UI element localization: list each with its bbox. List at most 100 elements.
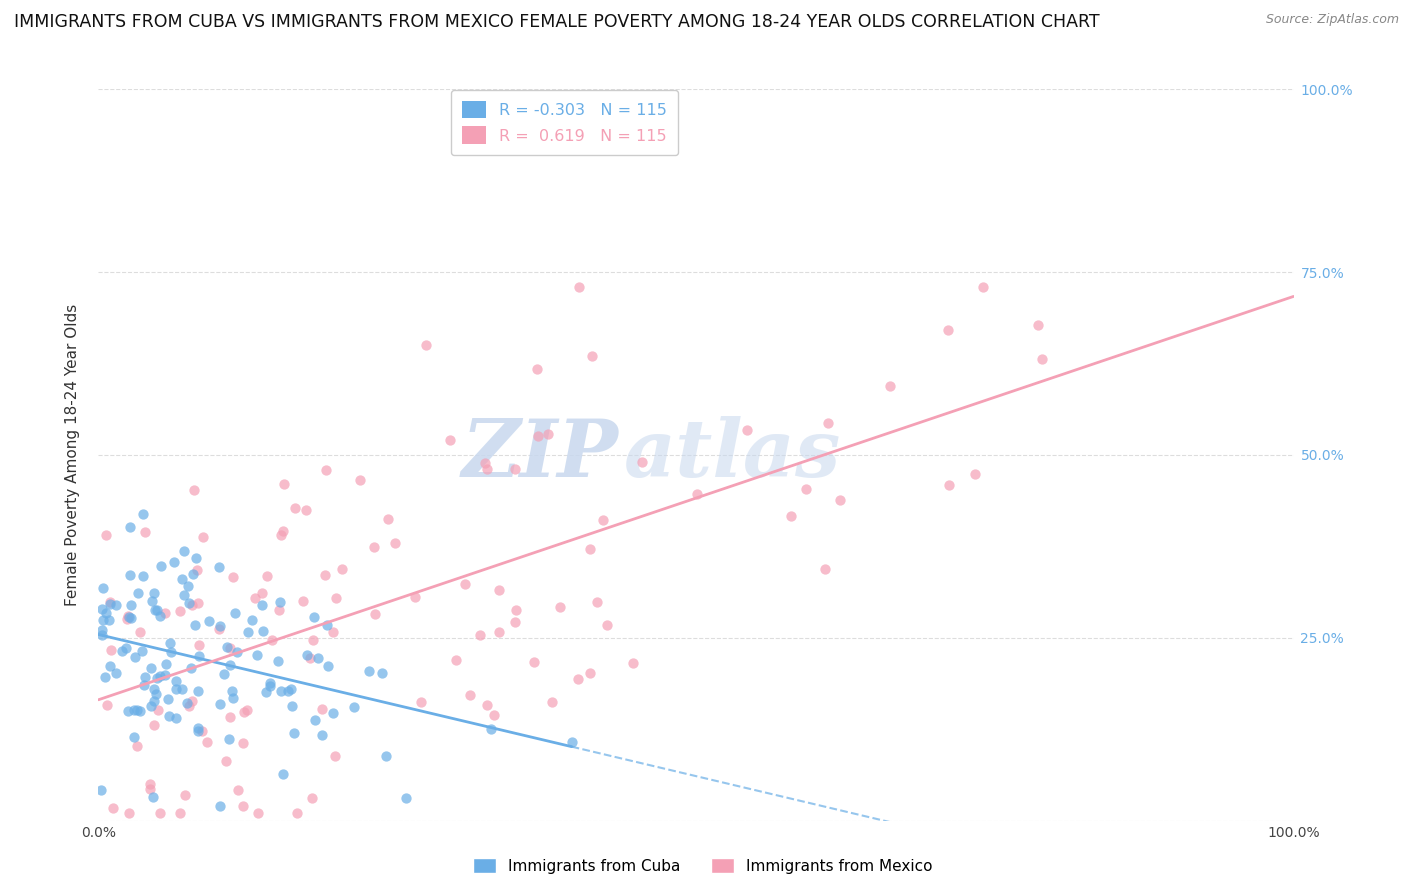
Point	[302, 632, 325, 647]
Point	[145, 687, 167, 701]
Point	[232, 706, 254, 720]
Point	[1028, 318, 1050, 333]
Point	[269, 595, 291, 609]
Point	[259, 679, 281, 693]
Point	[90, 628, 112, 642]
Point	[252, 624, 274, 638]
Point	[270, 527, 292, 541]
Point	[153, 667, 176, 681]
Point	[271, 767, 294, 781]
Point	[132, 507, 155, 521]
Point	[256, 569, 278, 583]
Point	[332, 562, 354, 576]
Point	[117, 608, 139, 623]
Point	[149, 669, 172, 683]
Point	[963, 467, 986, 481]
Point	[169, 603, 191, 617]
Point	[184, 550, 207, 565]
Point	[115, 611, 138, 625]
Point	[474, 457, 496, 471]
Point	[160, 645, 183, 659]
Point	[266, 654, 288, 668]
Point	[283, 726, 305, 740]
Point	[127, 586, 149, 600]
Point	[737, 423, 759, 437]
Point	[125, 739, 148, 753]
Point	[273, 477, 295, 491]
Point	[142, 789, 165, 804]
Point	[295, 502, 318, 516]
Point	[187, 648, 209, 663]
Point	[488, 625, 510, 640]
Point	[142, 586, 165, 600]
Point	[215, 640, 238, 654]
Point	[972, 280, 994, 294]
Point	[242, 613, 264, 627]
Point	[98, 614, 121, 628]
Point	[568, 280, 591, 294]
Point	[156, 692, 179, 706]
Point	[94, 670, 117, 684]
Point	[214, 754, 236, 768]
Point	[149, 559, 172, 574]
Point	[146, 703, 169, 717]
Point	[285, 806, 308, 821]
Point	[176, 579, 198, 593]
Point	[277, 684, 299, 698]
Point	[316, 659, 339, 673]
Point	[173, 544, 195, 558]
Point	[118, 806, 141, 821]
Point	[311, 728, 333, 742]
Point	[120, 610, 142, 624]
Point	[149, 806, 172, 821]
Point	[101, 801, 124, 815]
Point	[363, 540, 385, 554]
Point	[177, 699, 200, 714]
Point	[165, 674, 187, 689]
Point	[470, 628, 492, 642]
Point	[98, 659, 121, 673]
Point	[98, 597, 121, 611]
Point	[157, 709, 180, 723]
Point	[98, 595, 121, 609]
Point	[488, 582, 510, 597]
Legend: R = -0.303   N = 115, R =  0.619   N = 115: R = -0.303 N = 115, R = 0.619 N = 115	[451, 90, 678, 155]
Point	[183, 483, 205, 498]
Point	[141, 593, 163, 607]
Point	[581, 349, 603, 363]
Point	[187, 723, 209, 738]
Point	[295, 648, 318, 662]
Point	[936, 323, 959, 337]
Point	[454, 576, 477, 591]
Point	[218, 732, 240, 747]
Point	[259, 676, 281, 690]
Point	[357, 664, 380, 678]
Point	[311, 702, 333, 716]
Point	[118, 610, 141, 624]
Point	[596, 618, 619, 632]
Point	[139, 781, 162, 796]
Point	[236, 703, 259, 717]
Point	[181, 598, 204, 612]
Point	[165, 682, 187, 697]
Point	[323, 749, 346, 764]
Point	[245, 591, 267, 606]
Point	[191, 723, 214, 738]
Point	[779, 508, 801, 523]
Point	[155, 657, 177, 671]
Point	[814, 562, 837, 576]
Point	[187, 721, 209, 735]
Point	[477, 461, 499, 475]
Point	[221, 684, 243, 698]
Point	[169, 806, 191, 821]
Point	[120, 598, 142, 612]
Point	[197, 614, 219, 628]
Point	[316, 618, 339, 632]
Point	[503, 615, 526, 629]
Point	[221, 569, 243, 583]
Point	[219, 710, 242, 724]
Point	[526, 428, 548, 442]
Point	[586, 594, 609, 608]
Point	[631, 455, 654, 469]
Point	[415, 338, 437, 352]
